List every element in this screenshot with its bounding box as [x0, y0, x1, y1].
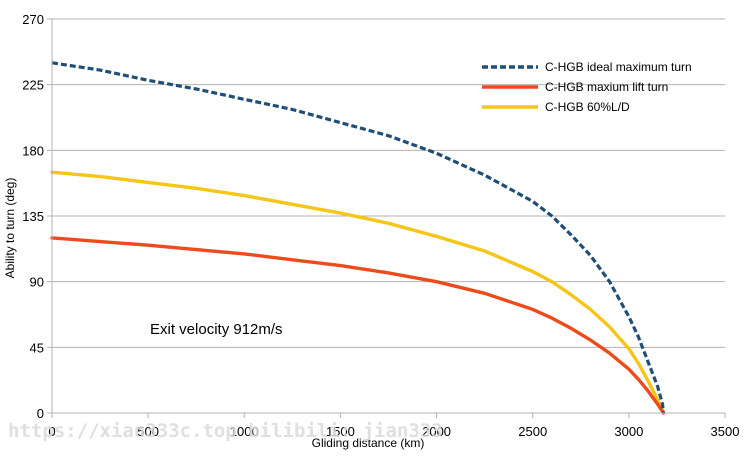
legend-label-maxium-lift-turn: C-HGB maxium lift turn [545, 80, 668, 94]
x-axis-title: Gliding distance (km) [312, 436, 425, 450]
x-tick-labels: 0 500 1000 1500 2000 2500 3000 3500 [48, 424, 739, 439]
y-tick-label-135: 135 [22, 209, 44, 224]
series-lines [50, 61, 666, 415]
x-tick-label-2000: 2000 [422, 424, 451, 439]
y-tick-labels: 0 45 90 135 180 225 270 [22, 12, 44, 421]
series-line-maxium-lift-turn [50, 236, 666, 415]
x-tick-label-500: 500 [137, 424, 159, 439]
series-line-ideal-maximum-turn [51, 61, 666, 414]
x-tick-label-3000: 3000 [614, 424, 643, 439]
y-tick-label-270: 270 [22, 12, 44, 27]
series-line-60-percent-ld [50, 170, 666, 415]
x-tick-label-1000: 1000 [230, 424, 259, 439]
legend-label-60-percent-ld: C-HGB 60%L/D [545, 100, 630, 114]
legend: C-HGB ideal maximum turn C-HGB maxium li… [482, 60, 692, 114]
x-tick-label-2500: 2500 [518, 424, 547, 439]
y-tick-label-225: 225 [22, 78, 44, 93]
y-tick-label-0: 0 [37, 406, 44, 421]
exit-velocity-annotation: Exit velocity 912m/s [150, 321, 283, 338]
legend-label-ideal-maximum-turn: C-HGB ideal maximum turn [545, 60, 692, 74]
watermark: https://xian333c.top bilibili: jian333 [8, 420, 443, 442]
y-axis-title: Ability to turn (deg) [3, 178, 17, 279]
x-tick-label-0: 0 [48, 424, 55, 439]
x-tick-label-3500: 3500 [711, 424, 740, 439]
x-tick-label-1500: 1500 [326, 424, 355, 439]
axes [47, 18, 726, 418]
y-tick-label-180: 180 [22, 143, 44, 158]
gridlines [52, 18, 725, 348]
y-tick-label-45: 45 [30, 340, 44, 355]
y-tick-label-90: 90 [30, 275, 44, 290]
